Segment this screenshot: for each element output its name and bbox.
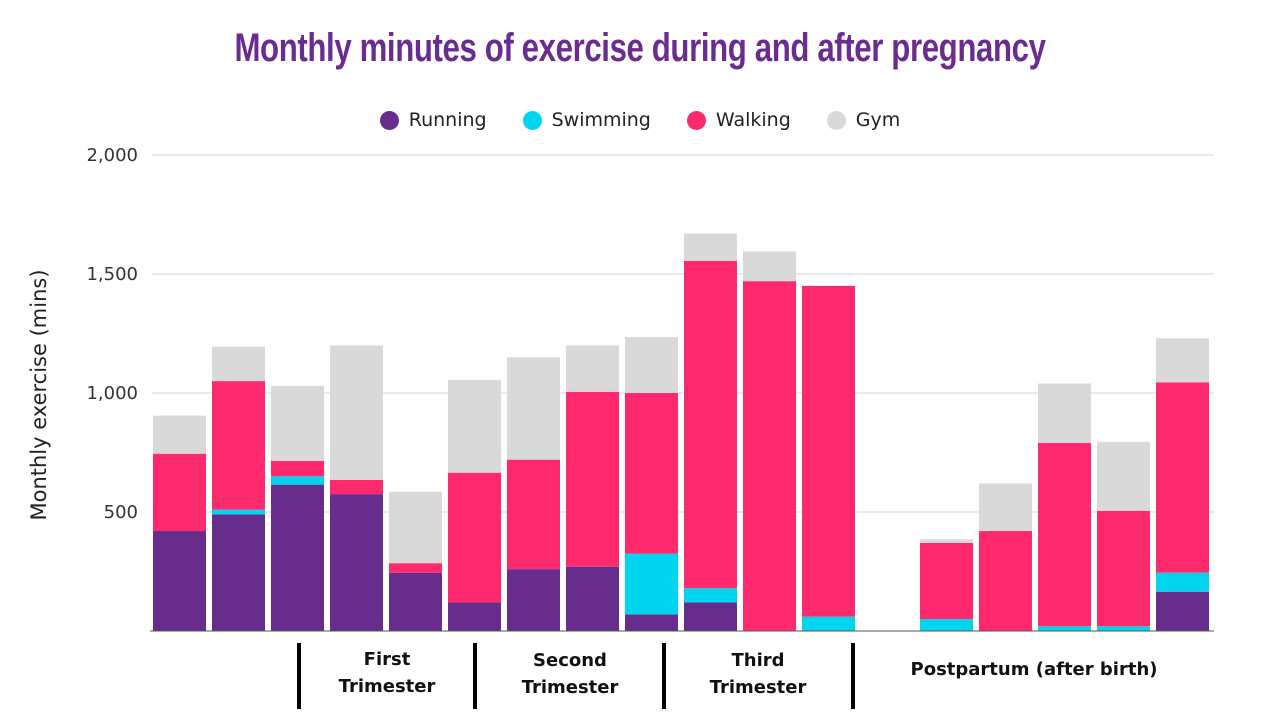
y-tick-label: 1,000 [86, 383, 138, 404]
bar-swimming-17 [1156, 572, 1209, 592]
bar-walking-6 [448, 472, 501, 603]
group-label: First [364, 649, 411, 670]
bar-gym-16 [1097, 441, 1150, 511]
bar-swimming-13 [920, 619, 973, 631]
bar-walking-5 [389, 563, 442, 573]
bar-walking-3 [271, 460, 324, 477]
bar-swimming-3 [271, 476, 324, 485]
bar-gym-4 [330, 345, 383, 480]
bar-walking-8 [566, 391, 619, 567]
bar-gym-17 [1156, 338, 1209, 383]
bar-running-4 [330, 494, 383, 631]
y-tick-label: 500 [104, 502, 138, 523]
legend-label-running: Running [408, 109, 487, 131]
bar-gym-15 [1038, 383, 1091, 443]
bar-swimming-15 [1038, 626, 1091, 631]
bar-walking-11 [743, 281, 796, 631]
y-tick-label: 2,000 [86, 145, 138, 166]
bar-running-8 [566, 566, 619, 631]
bar-walking-13 [920, 542, 973, 620]
group-labels: First Trimester Second Trimester Third Trimes… [339, 649, 1158, 698]
bar-running-17 [1156, 591, 1209, 631]
bar-gym-7 [507, 357, 560, 460]
legend-item-swimming[interactable]: Swimming [522, 109, 651, 131]
group-label: Trimester [339, 676, 436, 697]
legend-label-walking: Walking [715, 109, 791, 131]
bar-swimming-16 [1097, 626, 1150, 631]
bar-gym-1 [153, 415, 206, 454]
bar-swimming-10 [684, 588, 737, 603]
bar-walking-4 [330, 479, 383, 495]
bar-running-7 [507, 569, 560, 631]
legend-swatch-gym [826, 110, 846, 130]
bar-running-1 [153, 531, 206, 631]
group-label: Postpartum (after birth) [911, 659, 1158, 680]
bar-walking-17 [1156, 382, 1209, 573]
bar-walking-1 [153, 453, 206, 532]
legend-swatch-running [379, 110, 399, 130]
bar-gym-10 [684, 233, 737, 261]
bar-swimming-2 [212, 509, 265, 515]
y-axis-ticks: 500 1,000 1,500 2,000 [86, 145, 138, 523]
legend-swatch-swimming [522, 110, 542, 130]
chart-title: Monthly minutes of exercise during and a… [234, 26, 1046, 70]
bar-walking-16 [1097, 510, 1150, 627]
bar-running-3 [271, 484, 324, 631]
legend-label-gym: Gym [855, 109, 901, 131]
bar-walking-14 [979, 531, 1032, 631]
y-tick-label: 1,500 [86, 264, 138, 285]
bar-swimming-12 [802, 616, 855, 631]
group-label: Trimester [522, 677, 619, 698]
bar-walking-10 [684, 260, 737, 589]
legend-item-running[interactable]: Running [379, 109, 487, 131]
bar-walking-15 [1038, 442, 1091, 627]
gridlines [152, 154, 1214, 513]
group-label: Second [533, 650, 607, 671]
bar-gym-8 [566, 345, 619, 392]
bar-walking-7 [507, 459, 560, 570]
bar-gym-11 [743, 251, 796, 282]
legend-item-walking[interactable]: Walking [686, 109, 791, 131]
bar-running-10 [684, 602, 737, 631]
group-label: Trimester [710, 677, 807, 698]
group-label: Third [731, 650, 784, 671]
legend-label-swimming: Swimming [551, 109, 651, 131]
bar-gym-2 [212, 346, 265, 382]
y-axis-label: Monthly exercise (mins) [27, 269, 51, 520]
legend-item-gym[interactable]: Gym [826, 109, 901, 131]
bar-running-9 [625, 614, 678, 631]
bar-gym-5 [389, 491, 442, 564]
bar-walking-12 [802, 285, 855, 617]
bar-gym-3 [271, 385, 324, 461]
bars [153, 233, 1209, 631]
legend: Running Swimming Walking Gym [0, 106, 1280, 134]
bar-running-2 [212, 514, 265, 631]
bar-gym-6 [448, 379, 501, 473]
legend-swatch-walking [686, 110, 706, 130]
bar-running-6 [448, 602, 501, 631]
group-dividers [297, 643, 855, 709]
bar-walking-2 [212, 381, 265, 510]
bar-gym-13 [920, 539, 973, 543]
bar-gym-14 [979, 483, 1032, 532]
bar-swimming-9 [625, 553, 678, 615]
bar-running-5 [389, 572, 442, 631]
bar-walking-9 [625, 393, 678, 554]
bar-gym-9 [625, 337, 678, 393]
